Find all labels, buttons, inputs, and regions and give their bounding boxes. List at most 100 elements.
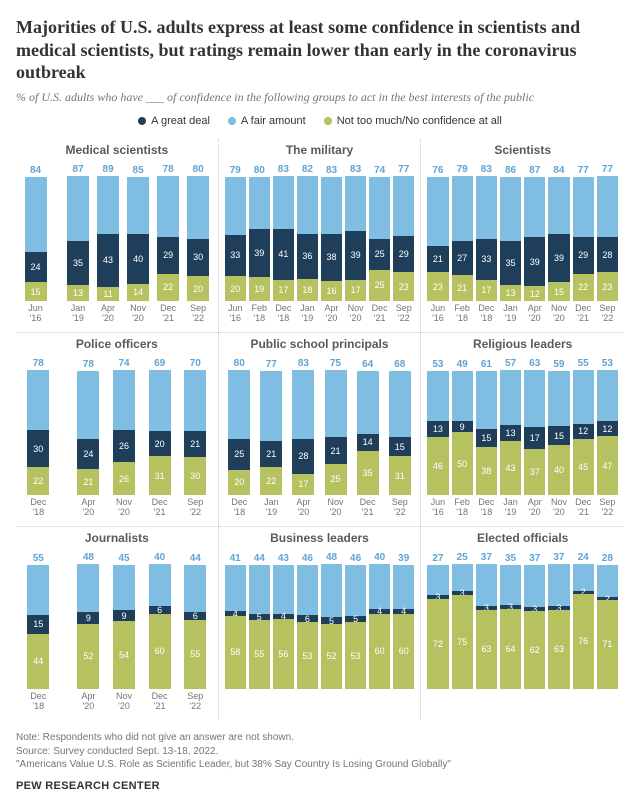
seg-fair bbox=[225, 177, 246, 235]
bar-slot: 27372 bbox=[427, 553, 448, 689]
x-tick-label bbox=[524, 692, 545, 702]
x-tick-label: Apr'20 bbox=[524, 498, 545, 518]
stacked-bar: 3513 bbox=[500, 177, 521, 301]
seg-low: 25 bbox=[369, 270, 390, 301]
bar-slot: 37363 bbox=[476, 552, 497, 689]
stacked-bar: 2923 bbox=[393, 176, 414, 301]
seg-great: 39 bbox=[249, 229, 270, 278]
bar-slot: 631737 bbox=[524, 358, 545, 495]
bar-slot: 832817 bbox=[289, 358, 318, 495]
seg-low: 71 bbox=[597, 600, 618, 689]
seg-fair bbox=[292, 370, 314, 439]
chart-panel: The military7933208039198341178236188338… bbox=[219, 139, 422, 333]
seg-fair bbox=[500, 565, 521, 605]
chart-panel: Scientists762123792721833317863513873912… bbox=[421, 139, 624, 333]
bar-slot: 46653 bbox=[297, 553, 318, 689]
seg-low: 23 bbox=[427, 272, 448, 301]
bar-slot: 772922 bbox=[573, 165, 594, 301]
seg-fair bbox=[500, 177, 521, 241]
seg-fair bbox=[597, 565, 618, 598]
bar-total-label: 87 bbox=[529, 165, 540, 176]
seg-low: 18 bbox=[297, 279, 318, 302]
bar-slot: 833317 bbox=[476, 164, 497, 301]
stacked-bar: 3317 bbox=[476, 176, 497, 301]
seg-great: 15 bbox=[476, 429, 497, 448]
x-tick-label: Apr'20 bbox=[95, 304, 122, 324]
x-tick-label: Nov'20 bbox=[108, 498, 141, 518]
x-tick-label: Sep'22 bbox=[179, 498, 212, 518]
stacked-bar: 372 bbox=[427, 565, 448, 689]
seg-fair bbox=[452, 564, 473, 592]
bar-slot: 772823 bbox=[597, 164, 618, 301]
bar-slot: 37363 bbox=[548, 552, 569, 689]
seg-fair bbox=[321, 177, 342, 233]
x-tick-label bbox=[573, 692, 594, 702]
seg-fair bbox=[260, 371, 282, 441]
legend-label-low: Not too much/No confidence at all bbox=[337, 115, 502, 127]
seg-low: 12 bbox=[524, 286, 545, 301]
seg-great: 41 bbox=[273, 229, 294, 280]
seg-fair bbox=[452, 371, 473, 421]
seg-fair bbox=[369, 177, 390, 238]
seg-low: 22 bbox=[260, 467, 282, 495]
seg-great: 39 bbox=[524, 237, 545, 286]
chart-panel: Medical scientists8424158735138943118540… bbox=[16, 139, 219, 333]
stacked-bar: 2520 bbox=[228, 370, 250, 495]
bar-total-label: 35 bbox=[505, 553, 516, 564]
stacked-bar: 2922 bbox=[157, 176, 179, 301]
seg-low: 52 bbox=[77, 624, 99, 689]
seg-great: 33 bbox=[225, 235, 246, 276]
seg-great: 40 bbox=[127, 234, 149, 284]
bar-slot: 28271 bbox=[597, 553, 618, 689]
bar-slot: 802520 bbox=[225, 358, 254, 495]
panels-grid: Medical scientists8424158735138943118540… bbox=[16, 139, 624, 719]
seg-great: 12 bbox=[597, 421, 618, 436]
bar-total-label: 79 bbox=[230, 165, 241, 176]
stacked-bar: 952 bbox=[77, 564, 99, 689]
bar-slot: 641435 bbox=[353, 359, 382, 495]
bars-row: 7933208039198341178236188338168339177425… bbox=[225, 161, 415, 301]
seg-low: 52 bbox=[321, 624, 342, 689]
seg-fair bbox=[597, 176, 618, 237]
stacked-bar: 1540 bbox=[548, 371, 569, 495]
stacked-bar: 1737 bbox=[524, 370, 545, 495]
legend-label-great: A great deal bbox=[151, 115, 210, 127]
x-tick-label bbox=[273, 692, 294, 702]
x-tick-label bbox=[249, 692, 270, 702]
bar-slot: 40660 bbox=[143, 552, 176, 689]
bar-total-label: 75 bbox=[330, 358, 341, 369]
x-tick-label bbox=[548, 692, 569, 702]
seg-low: 40 bbox=[548, 445, 569, 495]
bar-total-label: 68 bbox=[394, 359, 405, 370]
seg-great: 15 bbox=[27, 615, 49, 634]
bar-slot: 854014 bbox=[125, 165, 152, 301]
stacked-bar: 271 bbox=[597, 565, 618, 689]
seg-great: 13 bbox=[427, 421, 448, 437]
seg-great: 39 bbox=[345, 231, 366, 280]
stacked-bar: 2415 bbox=[25, 177, 47, 301]
stacked-bar: 2125 bbox=[325, 370, 347, 495]
bar-slot: 44555 bbox=[249, 553, 270, 689]
stacked-bar: 1435 bbox=[357, 371, 379, 495]
seg-fair bbox=[573, 370, 594, 424]
stacked-bar: 3919 bbox=[249, 177, 270, 301]
x-tick-label: Dec'21 bbox=[573, 498, 594, 518]
bar-total-label: 53 bbox=[432, 359, 443, 370]
stacked-bar: 1343 bbox=[500, 370, 521, 495]
stacked-bar: 2525 bbox=[369, 177, 390, 301]
bar-slot: 35364 bbox=[500, 553, 521, 689]
seg-fair bbox=[273, 565, 294, 614]
legend: A great deal A fair amount Not too much/… bbox=[16, 115, 624, 127]
seg-fair bbox=[393, 565, 414, 609]
seg-great: 30 bbox=[27, 430, 49, 468]
stacked-bar: 2817 bbox=[292, 370, 314, 495]
stacked-bar: 276 bbox=[573, 564, 594, 689]
bar-total-label: 80 bbox=[234, 358, 245, 369]
seg-fair bbox=[548, 564, 569, 607]
seg-fair bbox=[77, 564, 99, 613]
bar-total-label: 46 bbox=[350, 553, 361, 564]
seg-low: 23 bbox=[597, 272, 618, 301]
seg-low: 60 bbox=[393, 614, 414, 689]
x-tick-label: Dec'18 bbox=[22, 498, 55, 518]
seg-low: 31 bbox=[149, 456, 171, 495]
